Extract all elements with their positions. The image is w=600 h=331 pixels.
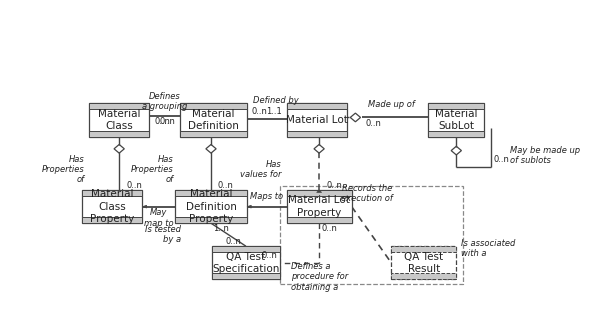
Bar	[175, 217, 247, 223]
Bar	[280, 185, 463, 284]
Text: Defined by: Defined by	[253, 96, 299, 105]
Bar	[89, 103, 149, 110]
Text: Material
Class: Material Class	[98, 109, 140, 131]
Text: Material
SubLot: Material SubLot	[435, 109, 478, 131]
Text: 0..n: 0..n	[326, 181, 342, 190]
Bar	[428, 103, 484, 137]
Text: Is associated
with a: Is associated with a	[461, 239, 515, 259]
Bar	[175, 190, 247, 223]
Bar	[287, 217, 352, 223]
Bar	[287, 190, 352, 196]
Text: Material
Class
Property: Material Class Property	[90, 189, 134, 224]
Text: 1..1: 1..1	[266, 107, 282, 116]
Bar	[89, 131, 149, 137]
Text: Defines a
procedure for
obtaining a: Defines a procedure for obtaining a	[291, 262, 349, 292]
Text: 0..n: 0..n	[159, 117, 175, 126]
Text: Has
Properties
of: Has Properties of	[131, 155, 174, 184]
Text: 0..n: 0..n	[218, 181, 234, 190]
Text: 0..n: 0..n	[226, 237, 241, 246]
Bar	[175, 190, 247, 196]
Text: 0..n: 0..n	[322, 224, 337, 233]
Bar	[391, 246, 457, 252]
Text: Made up of: Made up of	[368, 100, 415, 109]
Text: 0..n: 0..n	[262, 251, 277, 260]
Text: Material
Definition
Property: Material Definition Property	[185, 189, 236, 224]
Bar	[428, 131, 484, 137]
Bar	[82, 190, 142, 196]
Bar	[179, 131, 247, 137]
Text: 1..n: 1..n	[214, 224, 229, 233]
Text: QA Test
Result: QA Test Result	[404, 252, 443, 274]
Text: 0..n: 0..n	[365, 118, 382, 127]
Text: 0..n: 0..n	[252, 107, 268, 116]
Text: 0..n: 0..n	[126, 181, 142, 190]
Bar	[179, 103, 247, 137]
Bar	[287, 103, 347, 137]
Text: Records the
execution of: Records the execution of	[341, 184, 393, 203]
Text: Defines
a grouping: Defines a grouping	[142, 92, 187, 111]
Bar	[391, 273, 457, 279]
Bar	[391, 246, 457, 279]
Text: 0..n: 0..n	[493, 155, 509, 164]
Bar	[212, 246, 280, 252]
Text: 0..n: 0..n	[154, 117, 170, 126]
Bar	[428, 103, 484, 110]
Bar	[179, 103, 247, 110]
Text: QA Test
Specification: QA Test Specification	[212, 252, 280, 274]
Bar	[82, 190, 142, 223]
Bar	[212, 273, 280, 279]
Bar	[89, 103, 149, 137]
Bar	[82, 217, 142, 223]
Text: Has
values for: Has values for	[241, 160, 282, 179]
Polygon shape	[317, 190, 322, 192]
Text: May
map to: May map to	[144, 209, 173, 228]
Text: Material Lot: Material Lot	[286, 115, 348, 125]
Bar	[287, 131, 347, 137]
Text: Material Lot
Property: Material Lot Property	[288, 196, 350, 218]
Polygon shape	[247, 205, 251, 208]
Text: Is tested
by a: Is tested by a	[145, 225, 181, 244]
Polygon shape	[142, 205, 146, 208]
Text: Material
Definition: Material Definition	[188, 109, 239, 131]
Text: Has
Properties
of: Has Properties of	[41, 155, 84, 184]
Text: May be made up
of sublots: May be made up of sublots	[510, 146, 580, 166]
Text: Maps to: Maps to	[250, 192, 283, 201]
Bar	[212, 246, 280, 279]
Bar	[287, 190, 352, 223]
Bar	[287, 103, 347, 110]
